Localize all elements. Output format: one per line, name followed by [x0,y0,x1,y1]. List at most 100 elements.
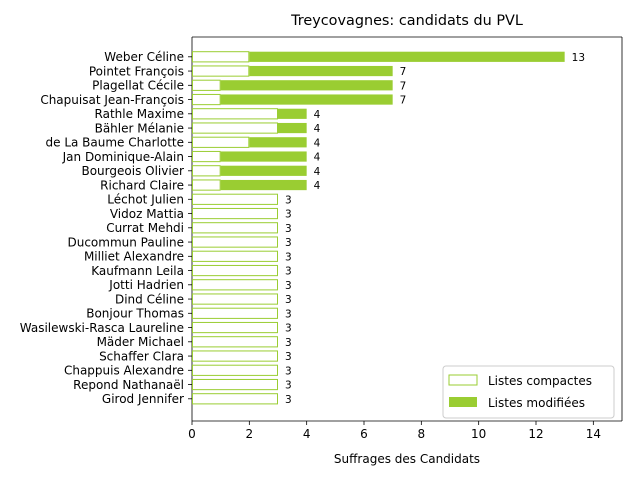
bar-modified [220,80,393,91]
bar-compact [192,165,221,177]
y-tick-label: Currat Mehdi [106,221,184,235]
bar-compact [192,207,278,220]
value-label: 3 [285,365,292,377]
bar-compact [192,393,278,405]
bar-modified [249,137,307,148]
value-label: 3 [285,337,292,349]
chart-title: Treycovagnes: candidats du PVL [290,13,523,29]
bar-modified [220,151,307,162]
y-tick-label: Richard Claire [100,178,184,192]
x-axis-ticks: 0 2 4 6 8 10 12 14 [188,421,601,441]
y-tick-label: Girod Jennifer [102,392,184,406]
y-tick-label: Bourgeois Olivier [81,164,184,178]
y-tick-label: Repond Nathanaël [73,378,184,392]
x-tick-label: 10 [471,427,486,441]
value-label: 7 [400,80,407,92]
legend-swatch-modified [449,397,477,407]
x-tick-label: 14 [586,427,601,441]
y-tick-label: Kaufmann Leila [91,264,184,278]
bar-compact [192,122,278,134]
bar-compact [192,293,278,305]
y-tick-label: Chappuis Alexandre [64,364,184,378]
legend-frame [442,365,615,419]
value-label: 4 [314,152,321,164]
y-tick-label: Milliet Alexandre [84,250,184,264]
bar-compact [192,150,221,163]
bar-modified [220,165,307,176]
bar-compact [192,336,278,348]
bar-compact [192,378,278,391]
legend-swatch-compact [448,374,478,386]
bar-compact [192,250,278,262]
y-tick-label: Mäder Michael [97,335,184,349]
value-label: 3 [285,394,292,406]
legend: Listes compactes Listes modifiées [442,365,615,419]
y-tick-label: Dind Céline [115,292,184,306]
y-tick-label: Jan Dominique-Alain [62,150,184,164]
y-tick-label: Weber Céline [104,50,184,64]
bar-modified [220,179,307,191]
y-tick-label: Chapuisat Jean-François [40,93,184,107]
x-tick-label: 12 [528,427,543,441]
bar-compact [192,279,278,291]
legend-label-modified: Listes modifiées [488,396,585,410]
value-label: 4 [314,166,321,178]
x-axis-label: Suffrages des Candidats [334,452,480,466]
bar-compact [192,93,221,106]
bar-compact [192,179,221,191]
value-label: 4 [314,137,321,149]
y-tick-label: Jotti Hadrien [108,278,184,292]
value-label: 13 [572,52,585,64]
y-tick-label: Bonjour Thomas [86,307,184,321]
y-tick-label: Plagellat Cécile [92,79,184,93]
value-label: 3 [285,194,292,206]
value-labels: 13 7 7 7 4 4 4 4 4 4 3 3 3 3 3 3 3 3 3 3 3 3 3 3 3 [285,52,585,406]
value-label: 4 [314,123,321,135]
value-label: 3 [285,237,292,249]
y-tick-label: de La Baume Charlotte [46,136,185,150]
bar-compact [192,350,278,362]
bar-modified [278,108,307,119]
bar-compact [192,51,250,63]
bar-compact [192,321,278,334]
value-label: 3 [285,294,292,306]
x-tick-label: 2 [246,427,254,441]
value-label: 4 [314,109,321,121]
y-tick-label: Vidoz Mattia [110,207,184,221]
y-tick-label: Bähler Mélanie [95,121,184,135]
bar-modified [249,65,393,77]
bar-modified [249,51,565,62]
value-label: 3 [285,223,292,235]
bar-compact [192,236,278,248]
y-tick-label: Ducommun Pauline [67,235,184,249]
y-tick-label: Léchot Julien [107,193,184,207]
bar-compact [192,193,278,205]
bar-compact [192,65,250,77]
value-label: 3 [285,308,292,320]
value-label: 3 [285,380,292,392]
value-label: 7 [400,95,407,107]
x-tick-label: 4 [303,427,311,441]
x-tick-label: 0 [188,427,196,441]
y-tick-label: Wasilewski-Rasca Laureline [20,321,184,335]
bar-modified [220,94,393,105]
bar-compact [192,222,278,234]
bar-modified [278,122,307,134]
bar-compact [192,108,278,120]
value-label: 7 [400,66,407,78]
bar-compact [192,136,250,148]
y-tick-label: Pointet François [89,64,184,78]
value-label: 4 [314,180,321,192]
value-label: 3 [285,266,292,278]
x-tick-label: 6 [360,427,368,441]
value-label: 3 [285,251,292,263]
y-tick-label: Rathle Maxime [95,107,184,121]
y-tick-label: Schaffer Clara [99,349,184,363]
value-label: 3 [285,280,292,292]
bar-compact [192,264,278,277]
bars [192,51,565,405]
value-label: 3 [285,351,292,363]
bar-compact [192,364,278,376]
